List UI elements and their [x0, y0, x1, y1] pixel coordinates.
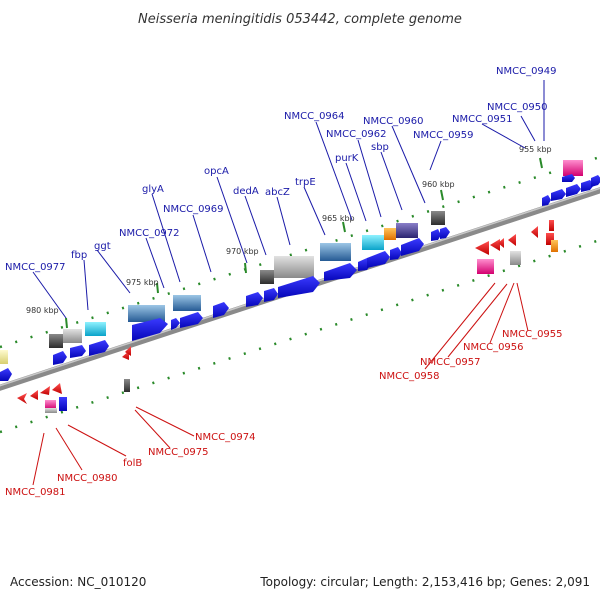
forward-feature-boxes [0, 160, 583, 364]
gene-label-sbp[interactable]: sbp [371, 142, 389, 153]
scale-label-960: 960 kbp [422, 180, 455, 189]
gene-label-nmcc-0980[interactable]: NMCC_0980 [57, 473, 118, 484]
gene-label-nmcc-0949[interactable]: NMCC_0949 [496, 66, 557, 77]
scale-label-955: 955 kbp [519, 145, 552, 154]
gene-label-nmcc-0957[interactable]: NMCC_0957 [420, 357, 481, 368]
gene-label-nmcc-0950[interactable]: NMCC_0950 [487, 102, 548, 113]
scale-label-975: 975 kbp [126, 278, 159, 287]
gene-label-nmcc-0960[interactable]: NMCC_0960 [363, 116, 424, 127]
scale-label-965: 965 kbp [322, 214, 355, 223]
gene-label-nmcc-0956[interactable]: NMCC_0956 [463, 342, 524, 353]
gene-label-nmcc-0969[interactable]: NMCC_0969 [163, 204, 224, 215]
forward-arrows [0, 174, 600, 381]
gene-label-nmcc-0964[interactable]: NMCC_0964 [284, 111, 345, 122]
gene-label-nmcc-0977[interactable]: NMCC_0977 [5, 262, 66, 273]
gene-label-nmcc-0958[interactable]: NMCC_0958 [379, 371, 440, 382]
genome-summary-text: Topology: circular; Length: 2,153,416 bp… [259, 575, 590, 589]
forward-leader-lines [32, 80, 545, 319]
gene-label-fbp[interactable]: fbp [71, 250, 87, 261]
scale-label-970: 970 kbp [226, 247, 259, 256]
gene-label-opca[interactable]: opcA [204, 166, 229, 177]
gene-label-purk[interactable]: purK [335, 153, 359, 164]
gene-label-nmcc-0962[interactable]: NMCC_0962 [326, 129, 387, 140]
scale-label-980: 980 kbp [26, 306, 59, 315]
accession-text: Accession: NC_010120 [10, 575, 146, 589]
major-ticks [65, 157, 543, 329]
gene-label-nmcc-0959[interactable]: NMCC_0959 [413, 130, 474, 141]
gene-label-abcz[interactable]: abcZ [265, 187, 290, 198]
gene-label-nmcc-0972[interactable]: NMCC_0972 [119, 228, 180, 239]
gene-label-nmcc-0951[interactable]: NMCC_0951 [452, 114, 513, 125]
map-title: Neisseria meningitidis 053442, complete … [138, 12, 462, 27]
gene-label-deda[interactable]: dedA [233, 186, 259, 197]
reverse-feature-boxes [45, 220, 558, 413]
reverse-leader-lines [32, 282, 529, 486]
gene-label-ggt[interactable]: ggt [94, 241, 111, 252]
gene-label-nmcc-0955[interactable]: NMCC_0955 [502, 329, 563, 340]
gene-label-glya[interactable]: glyA [142, 184, 164, 195]
gene-label-nmcc-0974[interactable]: NMCC_0974 [195, 432, 256, 443]
gene-label-trpe[interactable]: trpE [295, 177, 316, 188]
gene-label-nmcc-0975[interactable]: NMCC_0975 [148, 447, 209, 458]
gene-label-nmcc-0981[interactable]: NMCC_0981 [5, 487, 66, 498]
gene-label-folb[interactable]: folB [123, 458, 142, 469]
reverse-arrows [17, 226, 538, 404]
